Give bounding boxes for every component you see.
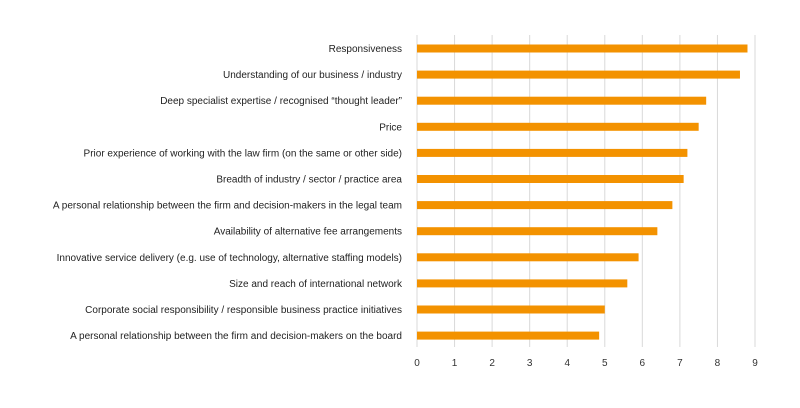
category-label: A personal relationship between the firm… — [70, 331, 402, 342]
category-label: Price — [379, 122, 402, 133]
x-axis-tick-labels: 0 1 2 3 4 5 6 7 8 9 — [414, 358, 758, 369]
x-tick-label: 0 — [414, 358, 420, 369]
bar — [417, 201, 673, 210]
bar — [417, 279, 628, 288]
x-tick-label: 1 — [452, 358, 458, 369]
gridlines — [416, 35, 756, 347]
x-tick-label: 8 — [715, 358, 721, 369]
category-label: Size and reach of international network — [229, 279, 403, 290]
bar — [417, 148, 688, 157]
bar — [417, 122, 699, 131]
category-labels: Responsiveness Understanding of our busin… — [53, 44, 403, 342]
category-label: Availability of alternative fee arrangem… — [214, 227, 402, 238]
bar — [417, 70, 740, 79]
x-tick-label: 4 — [564, 358, 570, 369]
category-label: Understanding of our business / industry — [223, 70, 402, 81]
bars — [417, 44, 748, 340]
x-tick-label: 5 — [602, 358, 608, 369]
category-label: Responsiveness — [329, 44, 402, 55]
x-tick-label: 2 — [489, 358, 495, 369]
bar — [417, 96, 707, 105]
bar — [417, 331, 600, 340]
category-label: Innovative service delivery (e.g. use of… — [57, 253, 402, 264]
x-tick-label: 9 — [752, 358, 758, 369]
x-tick-label: 7 — [677, 358, 683, 369]
category-label: Corporate social responsibility / respon… — [85, 305, 402, 316]
category-label: Prior experience of working with the law… — [84, 148, 402, 159]
x-tick-label: 6 — [640, 358, 646, 369]
bar — [417, 305, 605, 314]
category-label: Breadth of industry / sector / practice … — [216, 175, 402, 186]
x-tick-label: 3 — [527, 358, 533, 369]
bar — [417, 44, 748, 53]
bar — [417, 253, 639, 262]
category-label: Deep specialist expertise / recognised “… — [160, 96, 402, 107]
bar — [417, 175, 684, 183]
bar — [417, 227, 658, 236]
category-label: A personal relationship between the firm… — [53, 201, 402, 212]
